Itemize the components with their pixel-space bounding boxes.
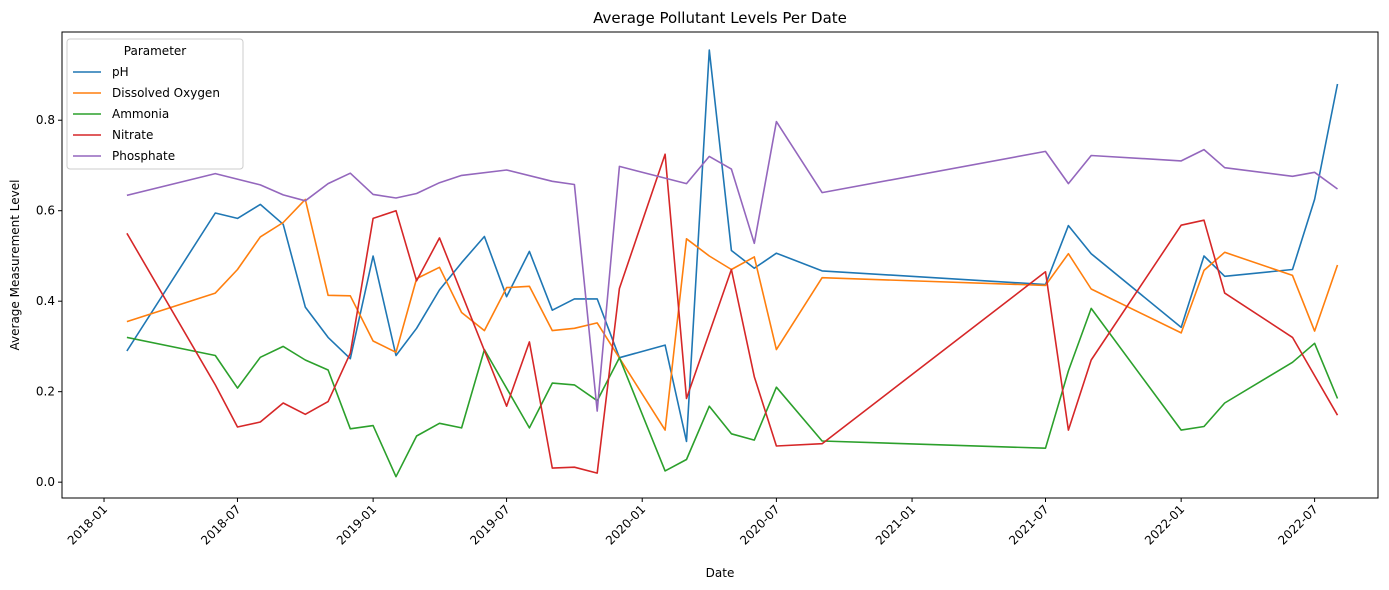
y-tick-label: 0.4 [36, 294, 55, 308]
legend-label: Ammonia [112, 107, 169, 121]
x-axis: 2018-01 2018-07 2019-01 2019-07 2020-01 2020-… [65, 498, 1321, 548]
legend-label: pH [112, 65, 129, 79]
x-tick-label: 2020-07 [737, 502, 782, 547]
x-tick-label: 2019-07 [467, 502, 512, 547]
x-tick-label: 2021-07 [1006, 502, 1051, 547]
series-line-2 [126, 307, 1339, 478]
legend-label: Nitrate [112, 128, 153, 142]
x-tick-label: 2022-07 [1275, 502, 1320, 547]
y-tick-label: 0.0 [36, 475, 55, 489]
legend-title: Parameter [124, 44, 186, 58]
series-line-0 [126, 49, 1339, 443]
x-tick-label: 2019-01 [334, 502, 379, 547]
plot-frame [61, 31, 1379, 499]
x-tick-label: 2021-01 [873, 502, 918, 547]
x-tick-label: 2020-01 [603, 502, 648, 547]
x-tick-label: 2018-01 [65, 502, 110, 547]
x-tick-label: 2022-01 [1142, 502, 1187, 547]
legend-label: Dissolved Oxygen [112, 86, 220, 100]
series-line-4 [126, 120, 1338, 412]
y-tick-label: 0.2 [36, 385, 55, 399]
y-axis-label: Average Measurement Level [8, 180, 22, 351]
series-line-3 [126, 153, 1339, 474]
y-tick-label: 0.6 [36, 204, 55, 218]
y-tick-label: 0.8 [36, 113, 55, 127]
y-axis: 0.0 0.2 0.4 0.6 0.8 [36, 113, 62, 489]
legend: Parameter pH Dissolved Oxygen Ammonia Nitrat… [66, 38, 244, 170]
series-line-1 [126, 198, 1339, 431]
x-axis-label: Date [706, 566, 735, 580]
legend-frame [66, 38, 244, 170]
plot-area [126, 49, 1339, 478]
chart-title: Average Pollutant Levels Per Date [593, 9, 847, 27]
legend-label: Phosphate [112, 149, 175, 163]
x-tick-label: 2018-07 [198, 502, 243, 547]
